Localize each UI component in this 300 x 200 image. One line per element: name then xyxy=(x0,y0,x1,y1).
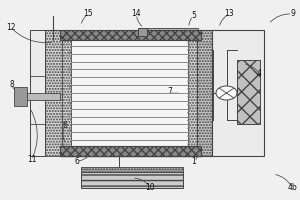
Bar xyxy=(18,93,60,100)
Bar xyxy=(60,30,201,40)
Bar xyxy=(14,87,27,106)
Text: 8: 8 xyxy=(9,80,14,88)
Bar xyxy=(212,30,264,156)
Text: 6: 6 xyxy=(62,121,67,130)
Bar xyxy=(60,146,201,156)
Text: 12: 12 xyxy=(7,23,16,32)
Text: 1: 1 xyxy=(191,156,196,166)
Text: 4: 4 xyxy=(257,70,262,78)
Text: 15: 15 xyxy=(84,9,93,19)
Text: 9: 9 xyxy=(290,9,295,19)
Text: 14: 14 xyxy=(132,9,141,19)
Bar xyxy=(44,30,62,156)
Bar xyxy=(196,30,213,156)
Text: 10: 10 xyxy=(145,182,155,192)
Bar xyxy=(147,28,198,36)
Bar xyxy=(70,40,188,146)
Text: 6: 6 xyxy=(74,156,79,166)
Circle shape xyxy=(216,86,237,100)
Bar xyxy=(81,167,183,172)
Text: 7: 7 xyxy=(167,88,172,97)
Bar xyxy=(30,30,45,156)
Bar xyxy=(81,172,183,188)
Text: 11: 11 xyxy=(27,156,36,164)
Text: 5: 5 xyxy=(191,11,196,21)
Bar xyxy=(60,32,201,156)
Bar xyxy=(237,60,260,124)
Text: 4b: 4b xyxy=(288,184,297,192)
Bar xyxy=(138,28,147,36)
Text: 13: 13 xyxy=(225,9,234,19)
